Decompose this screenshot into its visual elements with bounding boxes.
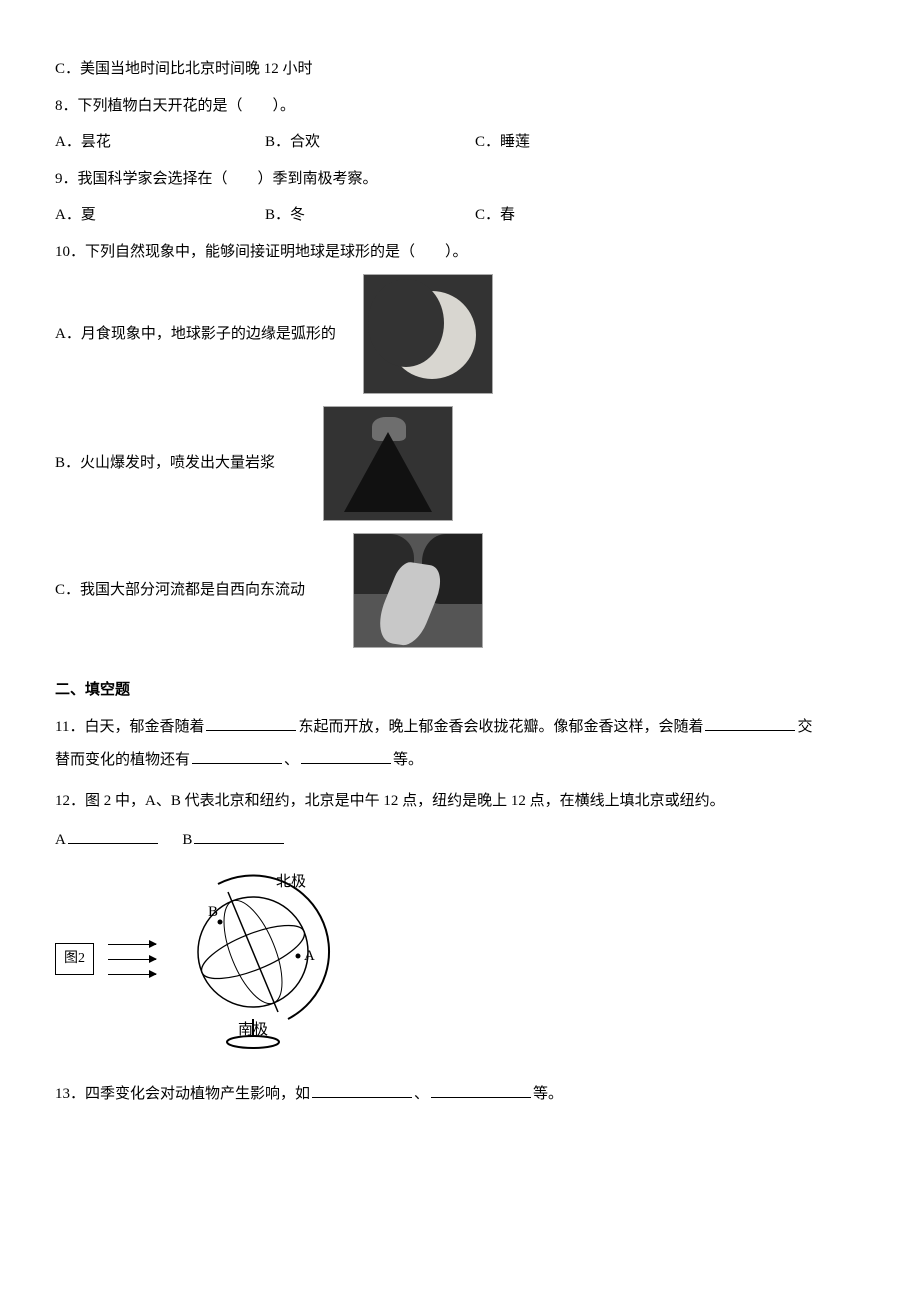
q11-text-3: 交 [797, 719, 812, 735]
q13-blank-2[interactable] [431, 1083, 531, 1098]
q11-blank-4[interactable] [301, 749, 391, 764]
river-image [353, 533, 483, 648]
q12-blank-a[interactable] [68, 829, 158, 844]
sunlight-arrows [108, 944, 156, 975]
volcano-image [323, 406, 453, 521]
q11-blank-3[interactable] [192, 749, 282, 764]
q12-stem: 12．图 2 中，A、B 代表北京和纽约，北京是中午 12 点，纽约是晚上 12… [55, 785, 865, 818]
q9-option-a: A．夏 [55, 201, 265, 230]
q12-label-b: B [182, 832, 192, 848]
arrow-icon [108, 944, 156, 945]
q8-option-c: C．睡莲 [475, 128, 685, 157]
q8-option-a: A．昙花 [55, 128, 265, 157]
arrow-icon [108, 959, 156, 960]
q8-options: A．昙花 B．合欢 C．睡莲 [55, 128, 865, 157]
south-pole-label: 南极 [238, 1021, 268, 1038]
globe-point-a-label: A [304, 948, 315, 964]
north-pole-label: 北极 [276, 873, 306, 890]
q10-option-c: C．我国大部分河流都是自西向东流动 [55, 576, 345, 605]
q10-option-c-row: C．我国大部分河流都是自西向东流动 [55, 533, 865, 648]
q10-option-b-row: B．火山爆发时，喷发出大量岩浆 [55, 406, 865, 521]
globe-point-b-label: B [208, 904, 218, 920]
q11-text-2: 东起而开放，晚上郁金香会收拢花瓣。像郁金香这样，会随着 [298, 719, 703, 735]
moon-image [363, 274, 493, 394]
q13-blank-1[interactable] [312, 1083, 412, 1098]
q13: 13．四季变化会对动植物产生影响，如 、 等。 [55, 1078, 865, 1111]
section-2-heading: 二、填空题 [55, 676, 865, 705]
q11: 11．白天，郁金香随着东起而开放，晚上郁金香会收拢花瓣。像郁金香这样，会随着交 … [55, 711, 865, 777]
q11-sep: 、 [284, 752, 299, 768]
q12-ab-line: A B [55, 826, 865, 855]
q9-options: A．夏 B．冬 C．春 [55, 201, 865, 230]
q11-blank-1[interactable] [206, 716, 296, 731]
q10-stem: 10．下列自然现象中，能够间接证明地球是球形的是（ ）。 [55, 238, 865, 267]
q11-text-5: 等。 [393, 752, 423, 768]
q10-option-a-row: A．月食现象中，地球影子的边缘是弧形的 [55, 274, 865, 394]
globe-figure: 图2 北极 南极 B A [55, 864, 865, 1054]
q13-text-1: 13．四季变化会对动植物产生影响，如 [55, 1086, 310, 1102]
q12-label-a: A [55, 832, 66, 848]
q9-option-c: C．春 [475, 201, 685, 230]
q10-option-a: A．月食现象中，地球影子的边缘是弧形的 [55, 320, 355, 349]
figure-2-label: 图2 [55, 943, 94, 976]
q13-sep: 、 [414, 1086, 429, 1102]
q11-text-1: 11．白天，郁金香随着 [55, 719, 204, 735]
q9-option-b: B．冬 [265, 201, 475, 230]
q10-option-b: B．火山爆发时，喷发出大量岩浆 [55, 449, 315, 478]
q7-option-c: C．美国当地时间比北京时间晚 12 小时 [55, 55, 865, 84]
q9-stem: 9．我国科学家会选择在（ ）季到南极考察。 [55, 165, 865, 194]
q12-blank-b[interactable] [194, 829, 284, 844]
arrow-icon [108, 974, 156, 975]
q11-text-4: 替而变化的植物还有 [55, 752, 190, 768]
q8-stem: 8．下列植物白天开花的是（ ）。 [55, 92, 865, 121]
q13-text-2: 等。 [533, 1086, 563, 1102]
q8-option-b: B．合欢 [265, 128, 475, 157]
globe-diagram: 北极 南极 B A [168, 864, 338, 1054]
q11-blank-2[interactable] [705, 716, 795, 731]
